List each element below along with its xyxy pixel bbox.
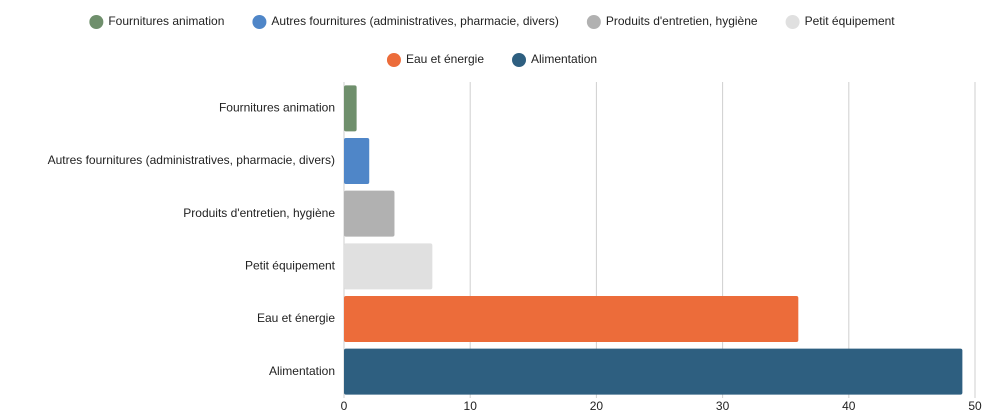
bar (344, 190, 395, 237)
x-tick-label: 10 (464, 399, 478, 413)
x-tick-label: 0 (341, 399, 348, 413)
bar (344, 243, 433, 290)
y-tick-label: Alimentation (269, 364, 335, 378)
legend-label: Alimentation (531, 52, 597, 66)
x-tick-label: 40 (842, 399, 856, 413)
legend-label: Autres fournitures (administratives, pha… (271, 14, 558, 28)
x-tick-label: 20 (590, 399, 604, 413)
bar (344, 296, 799, 342)
legend-marker (586, 15, 601, 29)
legend-label: Petit équipement (805, 14, 896, 28)
y-tick-label: Autres fournitures (administratives, pha… (48, 153, 335, 167)
bar (344, 138, 370, 184)
legend-marker (785, 15, 800, 29)
legend-label: Fournitures animation (108, 14, 224, 28)
y-tick-label: Produits d'entretien, hygiène (183, 206, 335, 220)
y-tick-label: Petit équipement (245, 259, 336, 273)
bar (344, 348, 963, 395)
y-tick-label: Fournitures animation (219, 101, 335, 115)
legend-marker (386, 53, 401, 67)
legend-label: Eau et énergie (406, 52, 484, 66)
x-tick-label: 50 (968, 399, 982, 413)
y-tick-label: Eau et énergie (257, 311, 335, 325)
bar (344, 85, 357, 132)
legend-marker (89, 15, 104, 29)
legend-label: Produits d'entretien, hygiène (606, 14, 758, 28)
legend-marker (252, 15, 267, 29)
x-tick-label: 30 (716, 399, 730, 413)
legend-marker (512, 53, 527, 67)
